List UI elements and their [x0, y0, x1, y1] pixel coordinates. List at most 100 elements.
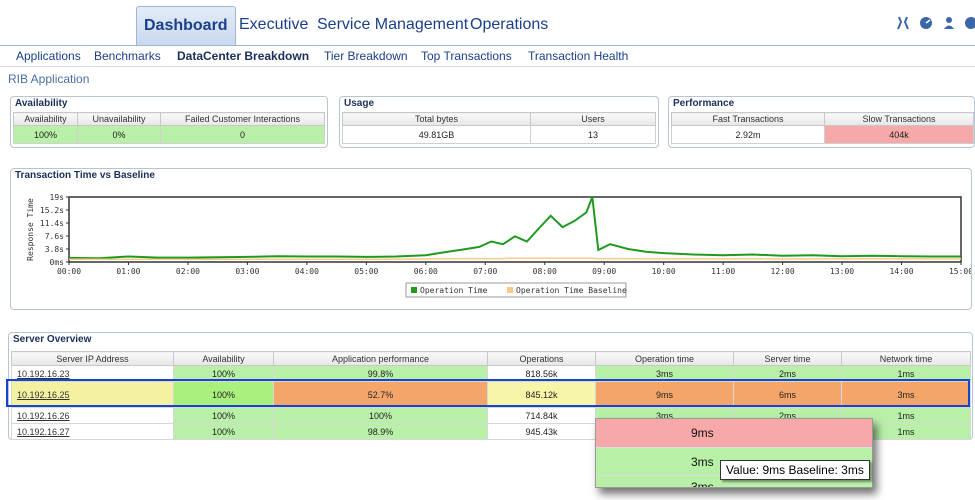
- x-tick-label: 00:00: [57, 267, 81, 276]
- popup-value: 3ms: [691, 480, 714, 488]
- availability-panel: Availability Availability Unavailability…: [10, 96, 328, 148]
- x-tick-label: 02:00: [176, 267, 200, 276]
- tools-icon[interactable]: [896, 16, 910, 30]
- col-network-time[interactable]: Network time: [841, 351, 971, 366]
- table-row-selected[interactable]: 10.192.16.25 100% 52.7% 845.12k 9ms 6ms …: [11, 381, 971, 408]
- performance-title: Performance: [673, 98, 735, 109]
- popup-value: 3ms: [691, 455, 714, 469]
- availability-cell: 100%: [173, 423, 274, 440]
- col-application-performance[interactable]: Application performance: [273, 351, 488, 366]
- sub-navigation: Applications Benchmarks DataCenter Break…: [0, 45, 975, 67]
- legend-swatch-baseline: [507, 287, 513, 293]
- baseline-line: [69, 257, 961, 261]
- x-tick-label: 01:00: [116, 267, 140, 276]
- top-navigation: Dashboard Executive Service Management O…: [0, 0, 975, 46]
- y-tick-label: 7.6s: [45, 232, 64, 241]
- unavailability-value: 0%: [77, 125, 161, 144]
- col-unavailability: Unavailability: [77, 112, 161, 126]
- performance-panel: Performance Fast Transactions Slow Trans…: [668, 96, 975, 148]
- subtab-top-transactions[interactable]: Top Transactions: [421, 49, 512, 63]
- col-slow-transactions: Slow Transactions: [824, 112, 974, 126]
- usage-panel: Usage Total bytes Users 49.81GB 13: [339, 96, 659, 148]
- col-fast-transactions: Fast Transactions: [671, 112, 825, 126]
- availability-value: 100%: [13, 125, 78, 144]
- usage-table: Total bytes Users 49.81GB 13: [342, 112, 656, 144]
- legend-label: Operation Time Baseline: [516, 286, 627, 295]
- value-tooltip: Value: 9ms Baseline: 3ms: [720, 460, 870, 480]
- col-availability[interactable]: Availability: [173, 351, 274, 366]
- server-overview-table: Server IP Address Availability Applicati…: [11, 351, 971, 440]
- tab-operations[interactable]: Operations: [470, 16, 549, 33]
- y-tick-label: 0ms: [50, 258, 65, 267]
- x-tick-label: 07:00: [473, 267, 497, 276]
- table-row[interactable]: 10.192.16.23 100% 99.8% 818.56k 3ms 2ms …: [11, 365, 971, 382]
- server-time-cell: 6ms: [733, 381, 842, 408]
- y-axis-label: Response Time: [26, 198, 35, 261]
- operation-time-line: [68, 196, 961, 260]
- tab-dashboard[interactable]: Dashboard: [136, 6, 236, 46]
- globe-icon[interactable]: [964, 16, 975, 30]
- network-time-cell: 1ms: [841, 423, 971, 440]
- fast-transactions-value: 2.92m: [671, 125, 825, 144]
- y-tick-label: 19s: [50, 193, 65, 202]
- col-availability: Availability: [13, 112, 78, 126]
- x-tick-label: 03:00: [235, 267, 259, 276]
- col-failed-interactions: Failed Customer Interactions: [160, 112, 325, 126]
- legend-label: Operation Time: [420, 286, 488, 295]
- subtab-applications[interactable]: Applications: [16, 49, 81, 63]
- gauge-icon[interactable]: [919, 16, 933, 30]
- x-tick-label: 09:00: [592, 267, 616, 276]
- col-server-time[interactable]: Server time: [733, 351, 842, 366]
- x-tick-label: 14:00: [889, 267, 913, 276]
- x-tick-label: 15:00: [949, 267, 971, 276]
- subtab-datacenter-breakdown[interactable]: DataCenter Breakdown: [177, 49, 310, 63]
- plot-area: [68, 196, 962, 263]
- y-tick-label: 11.4s: [40, 219, 64, 228]
- x-tick-label: 13:00: [830, 267, 854, 276]
- usage-title: Usage: [344, 98, 375, 109]
- tab-executive[interactable]: Executive: [239, 16, 309, 33]
- performance-table: Fast Transactions Slow Transactions 2.92…: [671, 112, 974, 144]
- subtab-tier-breakdown[interactable]: Tier Breakdown: [324, 49, 408, 63]
- popup-value: 9ms: [691, 426, 714, 440]
- user-icon[interactable]: [942, 16, 956, 30]
- col-operation-time[interactable]: Operation time: [595, 351, 734, 366]
- server-ip-link[interactable]: 10.192.16.27: [11, 423, 174, 440]
- availability-title: Availability: [15, 98, 68, 109]
- availability-cell: 100%: [173, 407, 274, 424]
- transaction-time-chart: 0ms 3.8s 7.6s 11.4s 15.2s 19s Response Time 00:…: [26, 193, 971, 298]
- col-server-ip[interactable]: Server IP Address: [11, 351, 174, 366]
- transaction-time-chart-panel: Transaction Time vs Baseline 0ms 3.8s 7.6s…: [10, 168, 972, 310]
- x-tick-label: 06:00: [414, 267, 438, 276]
- server-time-cell: 2ms: [733, 365, 842, 382]
- x-tick-label: 08:00: [533, 267, 557, 276]
- operations-cell: 714.84k: [487, 407, 596, 424]
- availability-cell: 100%: [173, 381, 274, 408]
- operations-cell: 945.43k: [487, 423, 596, 440]
- users-value: 13: [530, 125, 656, 144]
- legend-swatch-operation-time: [411, 287, 417, 293]
- availability-table: Availability Unavailability Failed Custo…: [13, 112, 325, 144]
- failed-interactions-value: 0: [160, 125, 325, 144]
- server-overview-title: Server Overview: [13, 334, 92, 345]
- x-tick-label: 12:00: [771, 267, 795, 276]
- x-tick-label: 11:00: [711, 267, 735, 276]
- subtab-transaction-health[interactable]: Transaction Health: [528, 49, 629, 63]
- col-users: Users: [530, 112, 656, 126]
- col-total-bytes: Total bytes: [342, 112, 531, 126]
- operation-time-cell: 9ms: [595, 381, 734, 408]
- subtab-benchmarks[interactable]: Benchmarks: [94, 49, 161, 63]
- total-bytes-value: 49.81GB: [342, 125, 531, 144]
- col-operations[interactable]: Operations: [487, 351, 596, 366]
- network-time-cell: 1ms: [841, 407, 971, 424]
- server-ip-link[interactable]: 10.192.16.26: [11, 407, 174, 424]
- app-performance-cell: 100%: [273, 407, 488, 424]
- app-performance-cell: 98.9%: [273, 423, 488, 440]
- y-tick-label: 3.8s: [45, 245, 64, 254]
- popup-row: 9ms: [596, 419, 872, 447]
- tab-service-management[interactable]: Service Management: [317, 16, 469, 33]
- legend-box: [405, 282, 627, 298]
- network-time-cell: 3ms: [841, 381, 971, 408]
- selected-row-highlight: [6, 379, 970, 407]
- server-overview-panel: Server Overview Server IP Address Availa…: [8, 332, 973, 440]
